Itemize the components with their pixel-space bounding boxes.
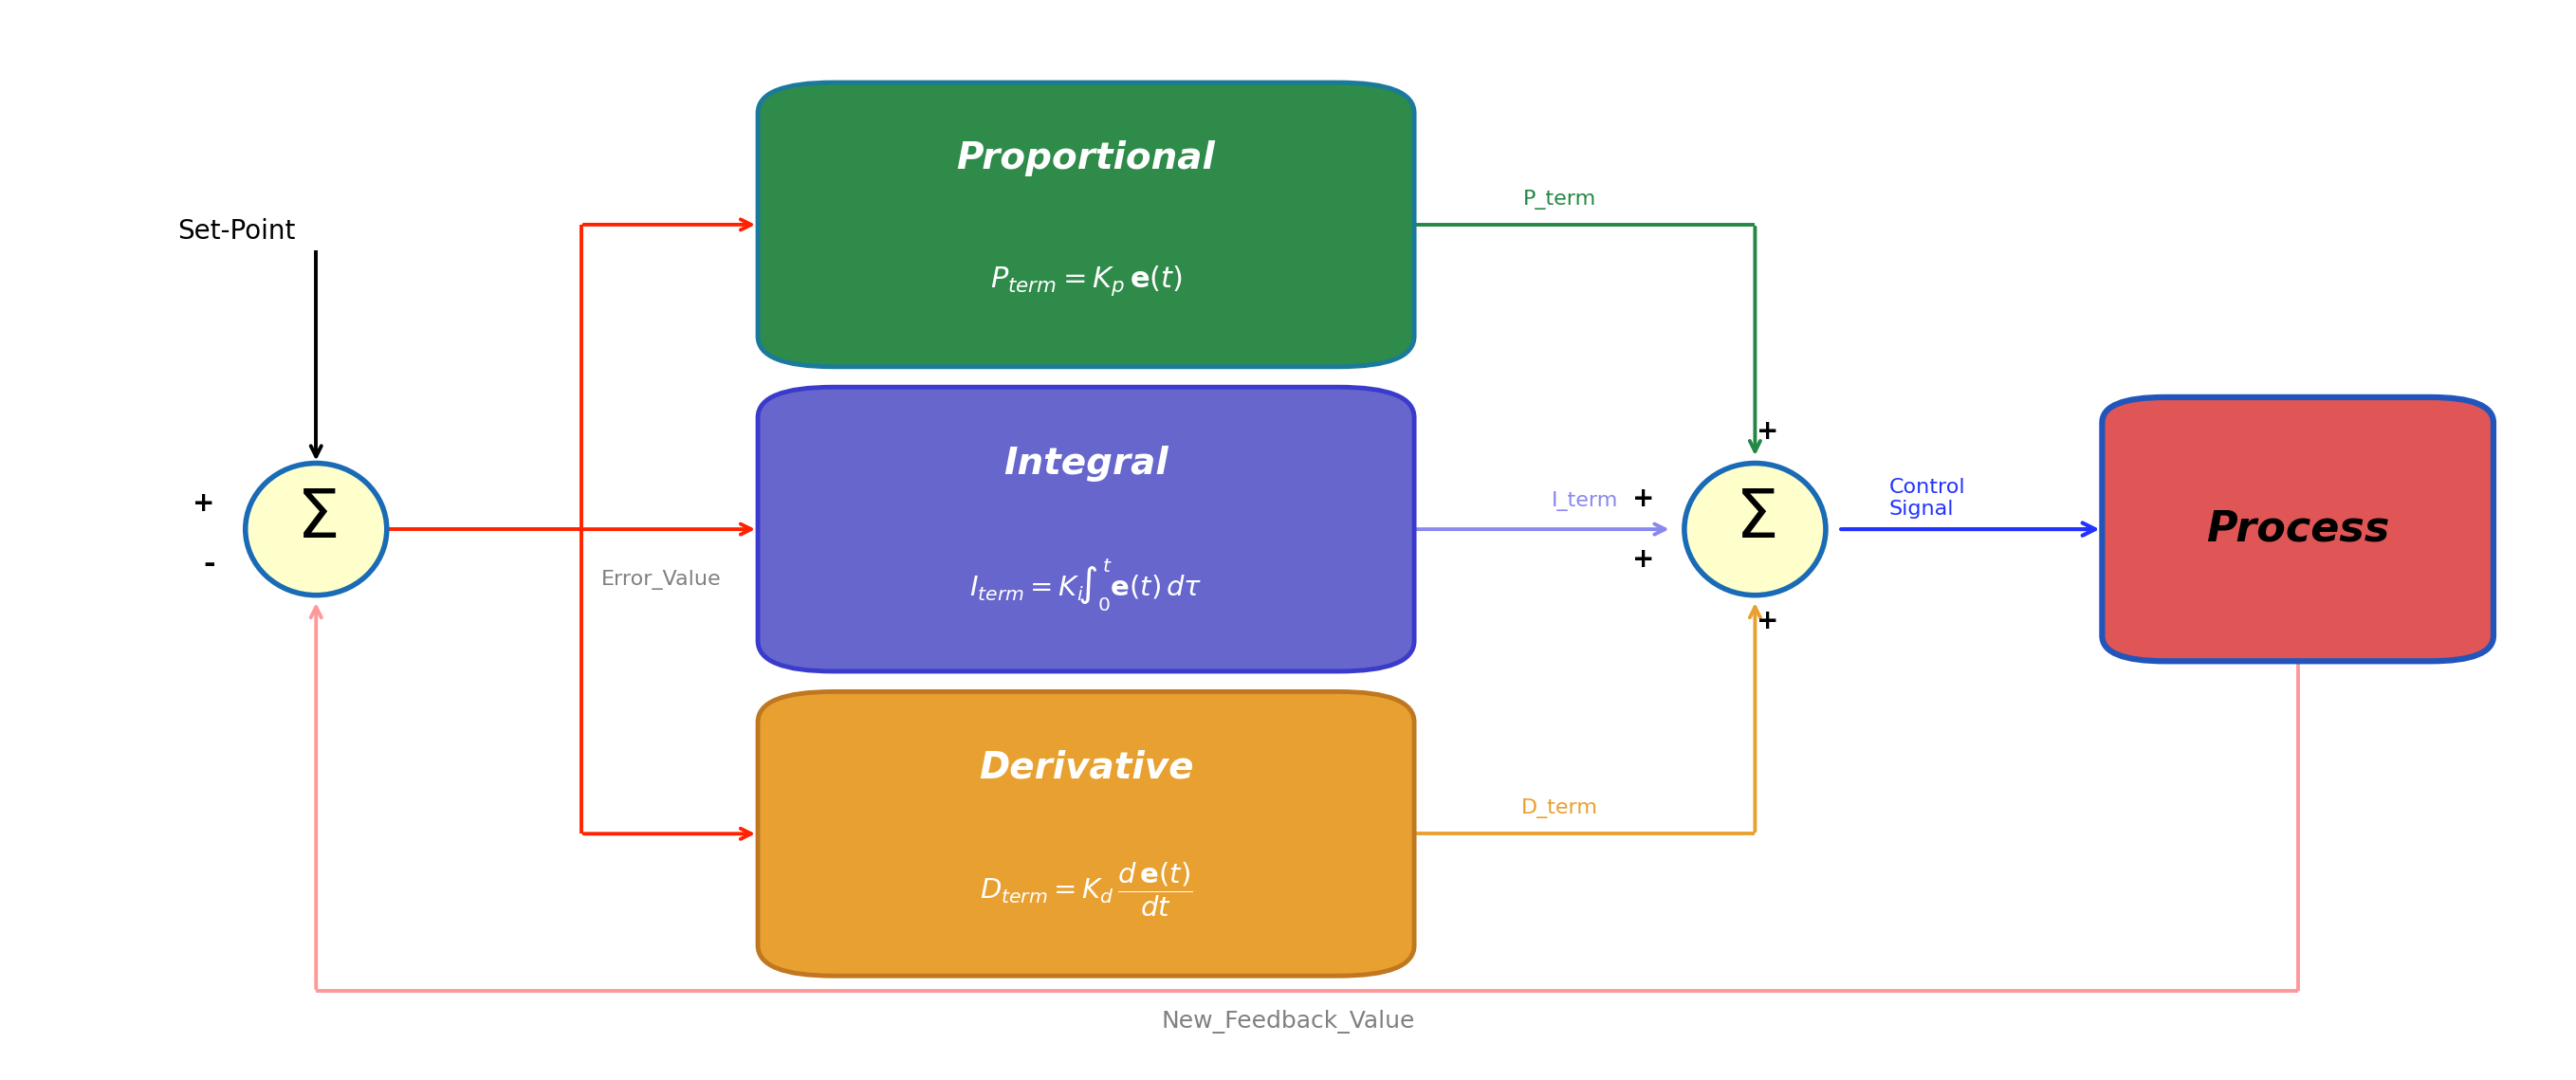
FancyBboxPatch shape bbox=[2102, 397, 2494, 661]
Text: Process: Process bbox=[2205, 509, 2391, 550]
Text: P_term: P_term bbox=[1522, 189, 1597, 210]
Text: $\Sigma$: $\Sigma$ bbox=[1734, 486, 1775, 552]
Text: I_term: I_term bbox=[1551, 491, 1618, 511]
Text: Error_Value: Error_Value bbox=[600, 570, 721, 590]
FancyBboxPatch shape bbox=[757, 691, 1414, 976]
Text: Derivative: Derivative bbox=[979, 750, 1193, 786]
Text: Proportional: Proportional bbox=[956, 140, 1216, 177]
Text: $\Sigma$: $\Sigma$ bbox=[296, 486, 337, 552]
Ellipse shape bbox=[245, 463, 386, 595]
Text: +: + bbox=[193, 490, 216, 517]
Text: +: + bbox=[1757, 607, 1780, 634]
FancyBboxPatch shape bbox=[757, 387, 1414, 672]
Text: Integral: Integral bbox=[1005, 445, 1170, 482]
Text: +: + bbox=[1631, 546, 1654, 572]
Text: D_term: D_term bbox=[1520, 798, 1597, 819]
Text: Control
Signal: Control Signal bbox=[1888, 478, 1965, 519]
Text: +: + bbox=[1757, 418, 1780, 445]
Text: Set-Point: Set-Point bbox=[178, 218, 296, 245]
Text: -: - bbox=[204, 551, 216, 579]
Text: $I_{term}=K_i\!\int_0^t\mathbf{e}(t)\,d\tau$: $I_{term}=K_i\!\int_0^t\mathbf{e}(t)\,d\… bbox=[969, 557, 1203, 613]
Text: New_Feedback_Value: New_Feedback_Value bbox=[1162, 1010, 1414, 1034]
Text: $D_{term}=K_d\,\dfrac{d\,\mathbf{e}(t)}{dt}$: $D_{term}=K_d\,\dfrac{d\,\mathbf{e}(t)}{… bbox=[979, 861, 1193, 919]
Ellipse shape bbox=[1685, 463, 1826, 595]
Text: +: + bbox=[1631, 486, 1654, 512]
Text: $P_{term}=K_p\,\mathbf{e}(t)$: $P_{term}=K_p\,\mathbf{e}(t)$ bbox=[989, 264, 1182, 297]
FancyBboxPatch shape bbox=[757, 82, 1414, 367]
